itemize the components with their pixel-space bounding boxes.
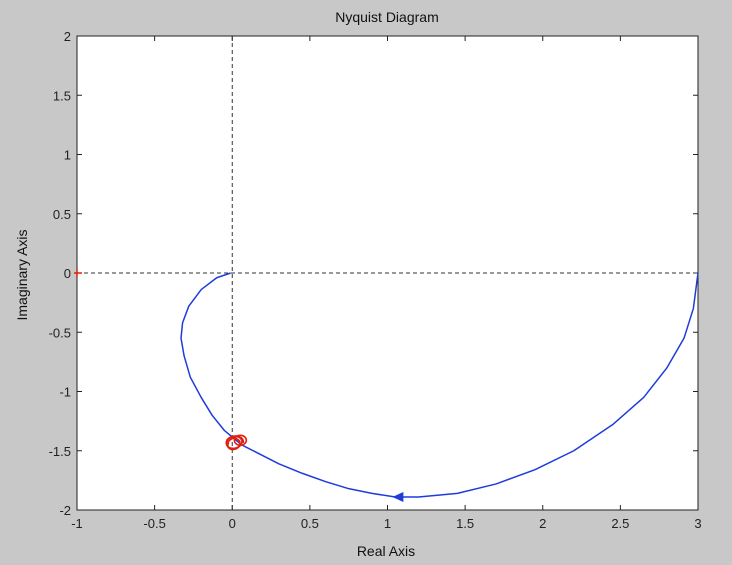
x-tick-label: 0 <box>229 516 236 531</box>
red-scribble-annotation <box>225 434 248 451</box>
reference-lines <box>77 36 698 510</box>
y-tick-label: -1.5 <box>49 444 71 459</box>
annotation-layer <box>225 434 248 451</box>
y-axis-label: Imaginary Axis <box>14 229 30 320</box>
critical-point-marker <box>74 269 82 277</box>
y-tick-label: 1 <box>64 148 71 163</box>
y-tick-label: -0.5 <box>49 325 71 340</box>
x-tick-label: -0.5 <box>143 516 165 531</box>
x-tick-label: 0.5 <box>301 516 319 531</box>
y-tick-label: -1 <box>59 385 71 400</box>
direction-arrow <box>392 491 404 502</box>
y-tick-label: 0.5 <box>53 207 71 222</box>
y-tick-label: 1.5 <box>53 88 71 103</box>
nyquist-curve <box>180 272 699 498</box>
y-tick-labels: -2 -1.5 -1 -0.5 0 0.5 1 1.5 2 <box>49 29 71 518</box>
x-tick-label: -1 <box>71 516 83 531</box>
x-tick-label: 1.5 <box>456 516 474 531</box>
x-tick-label: 2.5 <box>611 516 629 531</box>
x-tick-label: 1 <box>384 516 391 531</box>
y-tick-label: -2 <box>59 503 71 518</box>
x-axis-label: Real Axis <box>357 543 415 559</box>
y-tick-label: 2 <box>64 29 71 44</box>
x-tick-labels: -1 -0.5 0 0.5 1 1.5 2 2.5 3 <box>71 516 701 531</box>
chart-title: Nyquist Diagram <box>335 9 438 25</box>
y-tick-label: 0 <box>64 266 71 281</box>
curve-layer <box>74 269 699 502</box>
x-tick-label: 3 <box>694 516 701 531</box>
x-tick-label: 2 <box>539 516 546 531</box>
